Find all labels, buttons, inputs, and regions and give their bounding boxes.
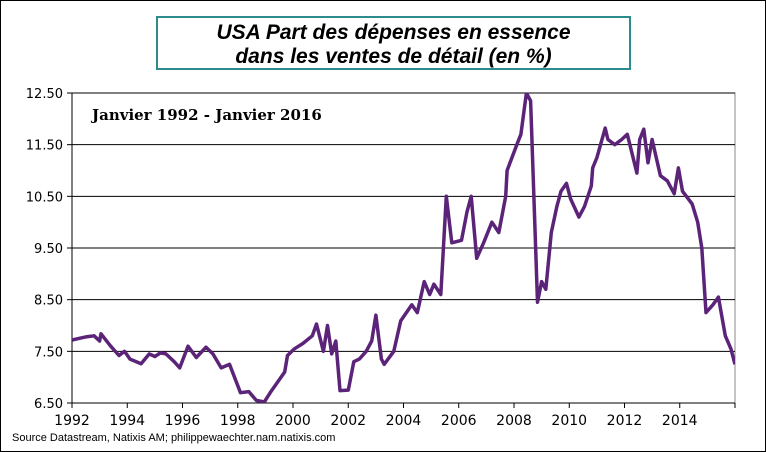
source-note: Source Datastream, Natixis AM; philippew…: [12, 432, 336, 444]
x-tick-label: 1992: [54, 413, 90, 429]
series-line: [72, 93, 735, 403]
x-tick-label: 2000: [275, 413, 311, 429]
y-tick-label: 7.50: [34, 345, 63, 360]
x-tick-label: 2014: [662, 413, 698, 429]
x-tick-label: 2010: [551, 413, 587, 429]
x-tick-label: 2002: [330, 413, 366, 429]
y-tick-label: 10.50: [26, 190, 63, 205]
x-tick-label: 1994: [109, 413, 145, 429]
y-tick-label: 6.50: [34, 397, 63, 412]
x-tick-label: 2012: [607, 413, 643, 429]
x-tick-label: 2006: [441, 413, 477, 429]
chart-title-box: USA Part des dépenses en essence dans le…: [156, 16, 631, 70]
x-tick-label: 1998: [220, 413, 256, 429]
x-tick-label: 2004: [386, 413, 422, 429]
chart-title-line-2: dans les ventes de détail (en %): [235, 45, 552, 68]
y-tick-label: 8.50: [34, 294, 63, 309]
x-tick-label: 1996: [165, 413, 201, 429]
x-tick-label: 2008: [496, 413, 532, 429]
y-tick-label: 12.50: [26, 87, 63, 102]
y-tick-label: 9.50: [34, 242, 63, 257]
date-range-annotation: Janvier 1992 - Janvier 2016: [90, 106, 322, 124]
chart-title-line-1: USA Part des dépenses en essence: [216, 21, 571, 44]
y-tick-label: 11.50: [26, 139, 63, 154]
